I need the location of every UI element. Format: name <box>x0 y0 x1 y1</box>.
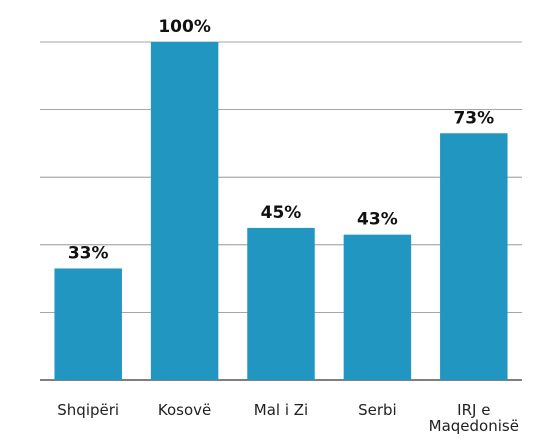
bar <box>440 133 508 380</box>
value-label: 33% <box>68 243 109 263</box>
x-tick-label: Kosovë <box>157 401 212 419</box>
bar <box>343 234 412 380</box>
x-tick-label: Serbi <box>358 401 397 419</box>
x-tick-label: Shqipëri <box>57 401 120 419</box>
bar <box>247 227 315 380</box>
value-label: 100% <box>158 17 211 37</box>
x-tick-label: IRJ e Maqedonisë <box>428 401 519 435</box>
value-label: 45% <box>261 203 302 223</box>
value-label: 43% <box>357 210 398 230</box>
bar <box>54 268 122 380</box>
bar <box>150 42 219 380</box>
value-label: 73% <box>453 108 494 128</box>
x-tick-label: Mal i Zi <box>253 401 309 419</box>
